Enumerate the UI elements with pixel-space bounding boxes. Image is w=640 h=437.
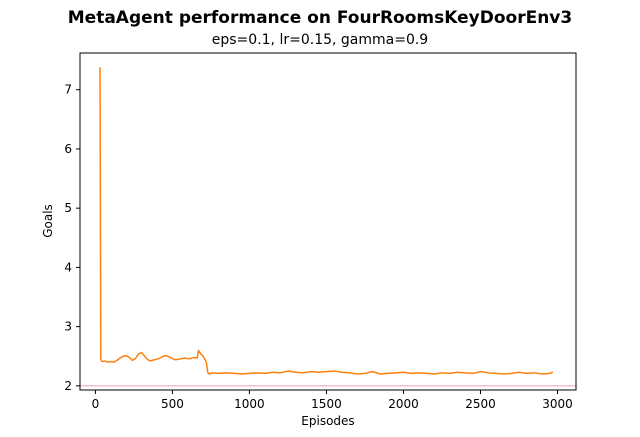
y-axis: 2 3 4 5 6 7: [64, 83, 80, 393]
y-tick-label: 6: [64, 142, 72, 156]
x-tick-label: 3000: [542, 397, 573, 411]
chart-title: MetaAgent performance on FourRoomsKeyDoo…: [68, 8, 572, 28]
y-tick-label: 4: [64, 260, 72, 274]
x-tick-label: 1000: [234, 397, 265, 411]
y-tick-label: 3: [64, 320, 72, 334]
plot-area: [80, 67, 576, 387]
plot-frame: [79, 52, 577, 391]
y-axis-label: Goals: [41, 204, 55, 238]
x-axis-label: Episodes: [301, 414, 354, 428]
x-tick-label: 500: [161, 397, 184, 411]
x-tick-label: 1500: [311, 397, 342, 411]
series-line: [99, 67, 554, 375]
chart-subtitle: eps=0.1, lr=0.15, gamma=0.9: [212, 32, 428, 48]
x-axis: 0 500 1000 1500 2000 2500 3000: [92, 390, 573, 411]
y-tick-label: 5: [64, 201, 72, 215]
x-tick-label: 2000: [388, 397, 419, 411]
x-tick-label: 0: [92, 397, 100, 411]
x-tick-label: 2500: [465, 397, 496, 411]
y-tick-label: 2: [64, 379, 72, 393]
y-tick-label: 7: [64, 83, 72, 97]
